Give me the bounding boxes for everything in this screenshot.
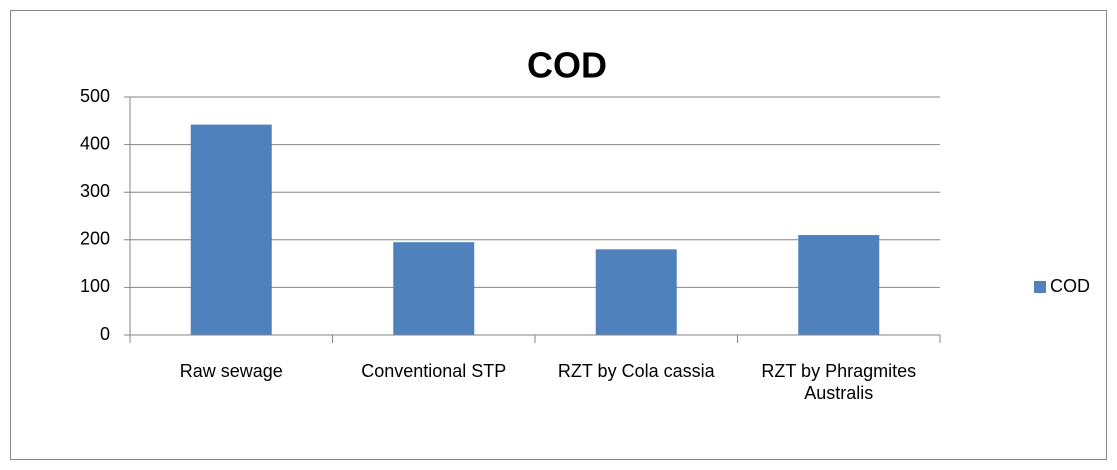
legend-swatch bbox=[1034, 281, 1046, 293]
y-tick-label: 200 bbox=[80, 229, 110, 249]
bar bbox=[595, 249, 677, 335]
bar bbox=[190, 124, 272, 335]
x-tick-label: RZT by Phragmites Australis bbox=[761, 361, 917, 403]
legend-label: COD bbox=[1050, 276, 1090, 296]
x-tick-label: Conventional STP bbox=[361, 361, 507, 381]
y-tick-label: 0 bbox=[100, 324, 110, 344]
chart-title: COD bbox=[527, 45, 607, 86]
y-tick-label: 500 bbox=[80, 86, 110, 106]
y-tick-label: 300 bbox=[80, 181, 110, 201]
x-tick-label: Raw sewage bbox=[179, 361, 283, 381]
bar bbox=[798, 235, 880, 335]
bar bbox=[393, 242, 475, 335]
y-tick-label: 400 bbox=[80, 133, 110, 153]
y-tick-label: 100 bbox=[80, 276, 110, 296]
x-tick-label: RZT by Cola cassia bbox=[557, 361, 715, 381]
